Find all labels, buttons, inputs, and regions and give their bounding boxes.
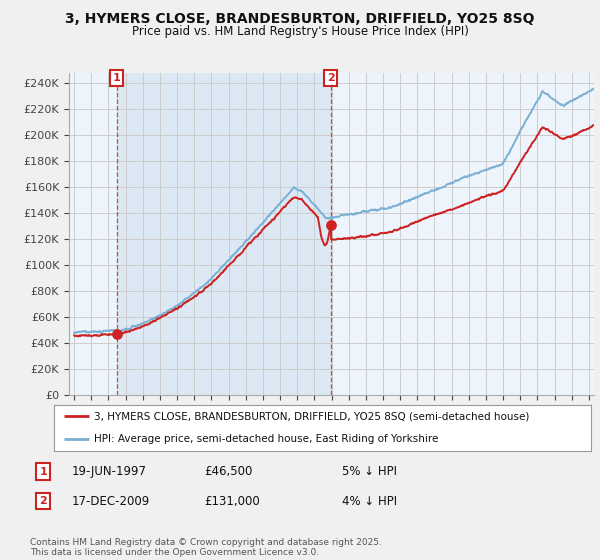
Text: 2: 2 <box>327 73 335 83</box>
Text: 19-JUN-1997: 19-JUN-1997 <box>72 465 147 478</box>
Text: HPI: Average price, semi-detached house, East Riding of Yorkshire: HPI: Average price, semi-detached house,… <box>94 435 439 444</box>
Text: 1: 1 <box>40 466 47 477</box>
Text: 1: 1 <box>113 73 121 83</box>
Text: 2: 2 <box>40 496 47 506</box>
Point <box>112 330 121 339</box>
Text: 17-DEC-2009: 17-DEC-2009 <box>72 494 150 508</box>
Text: Price paid vs. HM Land Registry's House Price Index (HPI): Price paid vs. HM Land Registry's House … <box>131 25 469 38</box>
Text: 5% ↓ HPI: 5% ↓ HPI <box>342 465 397 478</box>
Text: 3, HYMERS CLOSE, BRANDESBURTON, DRIFFIELD, YO25 8SQ: 3, HYMERS CLOSE, BRANDESBURTON, DRIFFIEL… <box>65 12 535 26</box>
Text: 4% ↓ HPI: 4% ↓ HPI <box>342 494 397 508</box>
Text: 3, HYMERS CLOSE, BRANDESBURTON, DRIFFIELD, YO25 8SQ (semi-detached house): 3, HYMERS CLOSE, BRANDESBURTON, DRIFFIEL… <box>94 412 530 421</box>
Bar <box>116 73 331 395</box>
Text: £46,500: £46,500 <box>204 465 253 478</box>
Text: Contains HM Land Registry data © Crown copyright and database right 2025.
This d: Contains HM Land Registry data © Crown c… <box>30 538 382 557</box>
Point <box>326 220 335 229</box>
Text: £131,000: £131,000 <box>204 494 260 508</box>
